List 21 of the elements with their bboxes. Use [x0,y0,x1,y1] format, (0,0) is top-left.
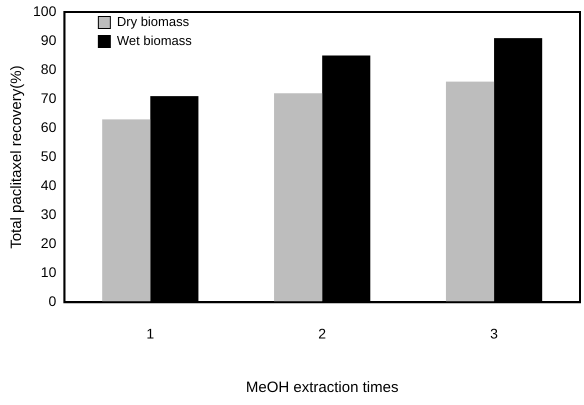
legend-label: Dry biomass [116,14,190,30]
legend-label: Wet biomass [116,33,192,48]
y-tick-label: 0 [48,293,57,310]
x-tick-label: 2 [318,325,326,342]
y-tick-label: 50 [40,148,57,164]
bar [274,93,322,302]
y-tick-label: 80 [40,60,57,77]
y-tick-label: 60 [40,118,57,135]
y-tick-label: 40 [40,176,57,193]
bar [102,119,150,302]
y-tick-label: 30 [40,206,57,222]
y-tick-label: 90 [40,32,57,48]
x-tick-label: 3 [490,325,498,342]
y-tick-label: 100 [33,2,57,19]
x-axis-title: MeOH extraction times [246,379,398,396]
y-axis-title: Total paclitaxel recovery(%) [8,65,26,249]
y-tick-label: 20 [40,235,57,252]
y-tick-label: 70 [40,90,57,106]
x-tick-label: 1 [146,325,154,342]
y-tick-label: 10 [40,264,57,280]
bar [446,82,494,302]
